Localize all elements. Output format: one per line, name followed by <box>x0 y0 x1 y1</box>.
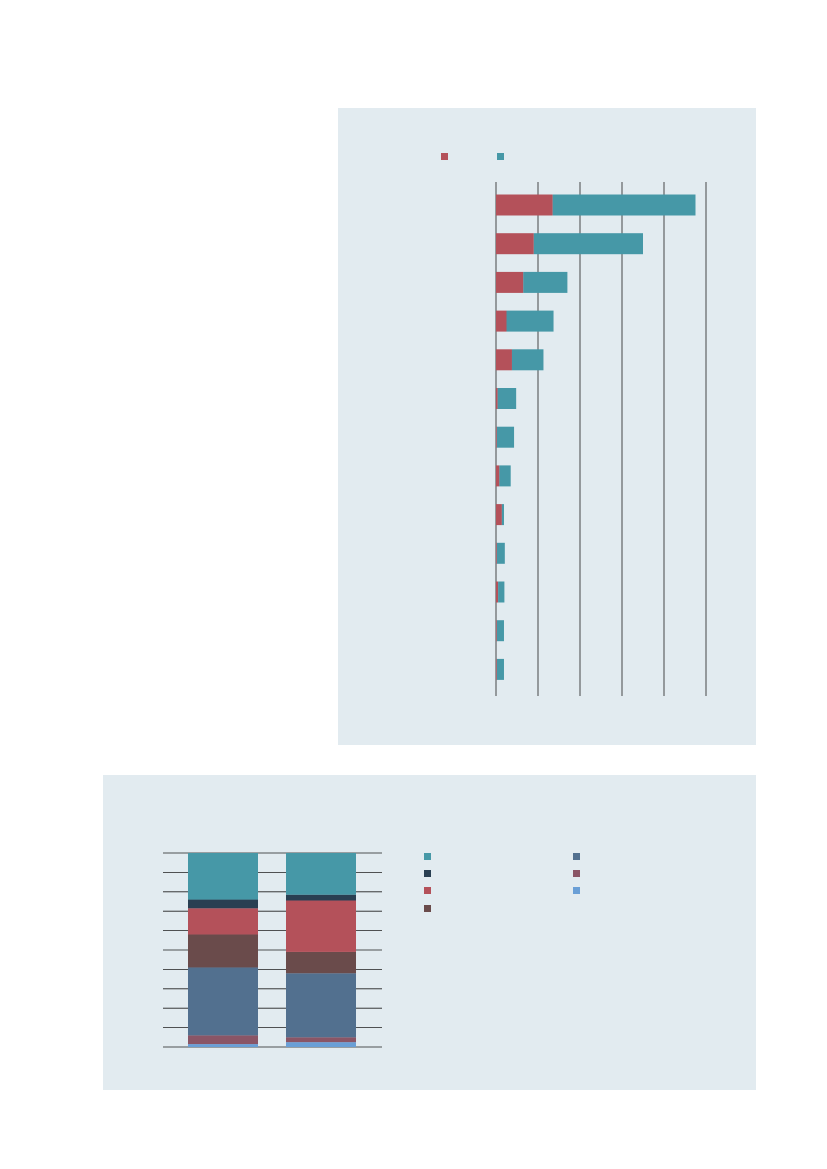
bar-segment-series-2 <box>506 310 554 332</box>
bar-segment-series-2 <box>523 271 568 293</box>
bar-segment-series-2 <box>552 194 696 216</box>
bar-segment-series-2 <box>496 658 504 680</box>
bar-segment-series-1 <box>496 620 497 642</box>
legend-swatch-teal <box>424 853 431 860</box>
bar-segment-series-1 <box>496 388 498 409</box>
legend-swatch-brown <box>424 905 431 912</box>
bar-segment-series-1 <box>496 504 502 526</box>
column-segment-slate <box>286 973 356 1038</box>
vertical-stacked-bar-chart <box>163 852 580 1048</box>
column-segment-light_blue <box>188 1044 258 1047</box>
column-segment-red <box>286 900 356 952</box>
bar-segment-series-1 <box>496 426 497 448</box>
column-segment-red <box>188 908 258 935</box>
bar-segment-series-1 <box>496 542 497 564</box>
column-segment-slate <box>188 967 258 1036</box>
bar-segment-series-2 <box>501 504 504 526</box>
legend-swatch-light_blue <box>573 887 580 894</box>
bar-segment-series-2 <box>496 620 504 642</box>
bar-segment-series-1 <box>496 233 534 255</box>
bottom-chart-panel <box>103 775 756 1090</box>
legend-swatch-slate <box>573 853 580 860</box>
legend-swatch-red <box>424 887 431 894</box>
column-segment-teal <box>286 853 356 895</box>
legend-swatch-mauve <box>573 870 580 877</box>
column-segment-navy <box>286 894 356 901</box>
legend-swatch-series-2 <box>497 153 504 160</box>
bar-segment-series-2 <box>497 388 517 409</box>
bar-segment-series-2 <box>511 349 544 371</box>
column-segment-light_blue <box>286 1042 356 1047</box>
bar-segment-series-2 <box>496 542 505 564</box>
bar-segment-series-1 <box>496 194 553 216</box>
horizontal-stacked-bar-chart <box>441 153 707 696</box>
bar-segment-series-1 <box>496 349 512 371</box>
column-segment-brown <box>286 951 356 974</box>
column-segment-navy <box>188 899 258 909</box>
bar-segment-series-2 <box>498 581 505 603</box>
column-segment-teal <box>188 853 258 900</box>
column-segment-mauve <box>188 1035 258 1045</box>
top-chart-panel <box>338 108 756 745</box>
column-segment-brown <box>188 934 258 968</box>
legend-swatch-series-1 <box>441 153 448 160</box>
bar-segment-series-2 <box>496 426 515 448</box>
bar-segment-series-2 <box>499 465 511 487</box>
bar-segment-series-1 <box>496 465 500 487</box>
bar-segment-series-1 <box>496 581 499 603</box>
column-segment-mauve <box>286 1037 356 1043</box>
bar-segment-series-1 <box>496 310 507 332</box>
bar-segment-series-1 <box>496 271 524 293</box>
bar-segment-series-2 <box>533 233 643 255</box>
bar-segment-series-1 <box>496 658 497 680</box>
legend-swatch-navy <box>424 870 431 877</box>
